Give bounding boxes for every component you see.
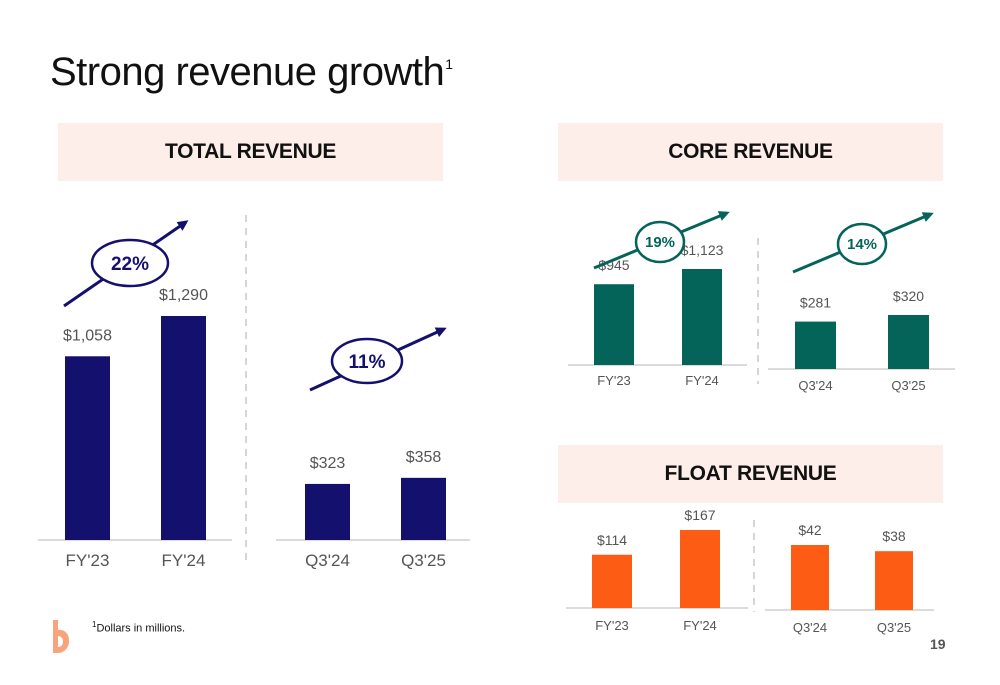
core-annual-tick-label-1: FY'24 bbox=[685, 373, 719, 388]
float-revenue-header: FLOAT REVENUE bbox=[558, 445, 943, 503]
total-quarter-value-label-0: $323 bbox=[310, 455, 346, 472]
total-annual-value-label-0: $1,058 bbox=[63, 327, 112, 344]
core-annual-bar-1 bbox=[682, 269, 722, 365]
total-quarter-tick-label-1: Q3'25 bbox=[401, 551, 446, 570]
company-logo bbox=[50, 618, 70, 659]
footnote-text: Dollars in millions. bbox=[96, 622, 186, 635]
title-text: Strong revenue growth bbox=[50, 50, 445, 94]
logo-icon bbox=[53, 620, 69, 653]
core-quarter-tick-label-0: Q3'24 bbox=[798, 378, 832, 393]
total-quarter-bar-0 bbox=[305, 483, 350, 540]
total-quarter-bar-1 bbox=[401, 477, 446, 540]
page-number: 19 bbox=[930, 636, 946, 652]
total-annual-growth-badge bbox=[90, 238, 170, 288]
core-annual-tick-label-0: FY'23 bbox=[597, 373, 631, 388]
total-revenue-heading: TOTAL REVENUE bbox=[164, 140, 337, 163]
core-quarter-growth-badge bbox=[836, 222, 888, 266]
core-annual-bar-0 bbox=[594, 284, 634, 365]
core-quarter-growth-label: 14% bbox=[847, 236, 877, 253]
title-footnote-marker: 1 bbox=[445, 56, 453, 72]
total-quarter-growth-label: 11% bbox=[349, 352, 386, 373]
float-quarter-value-label-0: $42 bbox=[798, 522, 822, 538]
float-annual-bar-0 bbox=[592, 554, 632, 608]
core-quarter-bar-1 bbox=[888, 315, 929, 369]
total-quarter-growth-arrow-head bbox=[434, 327, 447, 337]
float-annual-value-label-1: $167 bbox=[684, 507, 715, 523]
float-quarter-bar-0 bbox=[791, 545, 829, 610]
core-quarter-value-label-1: $320 bbox=[893, 288, 924, 304]
total-annual-growth-arrow-head bbox=[176, 220, 189, 231]
total-quarter-value-label-1: $358 bbox=[406, 449, 442, 466]
total-quarter-tick-label-0: Q3'24 bbox=[305, 551, 350, 570]
float-quarter-bar-1 bbox=[875, 551, 913, 610]
float-revenue-heading: FLOAT REVENUE bbox=[664, 462, 837, 485]
float-annual-value-label-0: $114 bbox=[597, 532, 627, 548]
float-quarter-tick-label-1: Q3'25 bbox=[877, 620, 911, 635]
core-annual-growth-arrow-head bbox=[717, 211, 730, 221]
total-quarter-growth-badge bbox=[330, 337, 404, 385]
float-annual-bar-1 bbox=[680, 530, 720, 608]
core-revenue-header: CORE REVENUE bbox=[558, 123, 943, 181]
footnote: 1Dollars in millions. bbox=[92, 620, 185, 635]
total-annual-tick-label-0: FY'23 bbox=[66, 551, 110, 570]
core-revenue-heading: CORE REVENUE bbox=[668, 140, 833, 163]
total-annual-growth-label: 22% bbox=[111, 254, 149, 275]
total-annual-tick-label-1: FY'24 bbox=[162, 551, 206, 570]
core-quarter-value-label-0: $281 bbox=[800, 295, 831, 311]
float-quarter-value-label-1: $38 bbox=[882, 528, 906, 544]
core-annual-value-label-1: $1,123 bbox=[681, 242, 724, 258]
page-title: Strong revenue growth1 bbox=[50, 50, 453, 95]
total-annual-bar-0 bbox=[65, 356, 110, 540]
total-annual-value-label-1: $1,290 bbox=[159, 287, 208, 304]
total-revenue-header: TOTAL REVENUE bbox=[58, 123, 443, 181]
core-quarter-tick-label-1: Q3'25 bbox=[891, 378, 925, 393]
core-annual-growth-label: 19% bbox=[645, 234, 675, 251]
core-quarter-growth-arrow-head bbox=[921, 212, 934, 222]
footnote-marker: 1 bbox=[92, 620, 97, 629]
core-annual-value-label-0: $945 bbox=[598, 257, 629, 273]
float-annual-tick-label-1: FY'24 bbox=[683, 618, 717, 633]
total-annual-bar-1 bbox=[161, 316, 206, 540]
float-annual-tick-label-0: FY'23 bbox=[595, 618, 629, 633]
core-quarter-bar-0 bbox=[795, 321, 836, 369]
float-quarter-tick-label-0: Q3'24 bbox=[793, 620, 827, 635]
core-annual-growth-badge bbox=[634, 220, 686, 264]
